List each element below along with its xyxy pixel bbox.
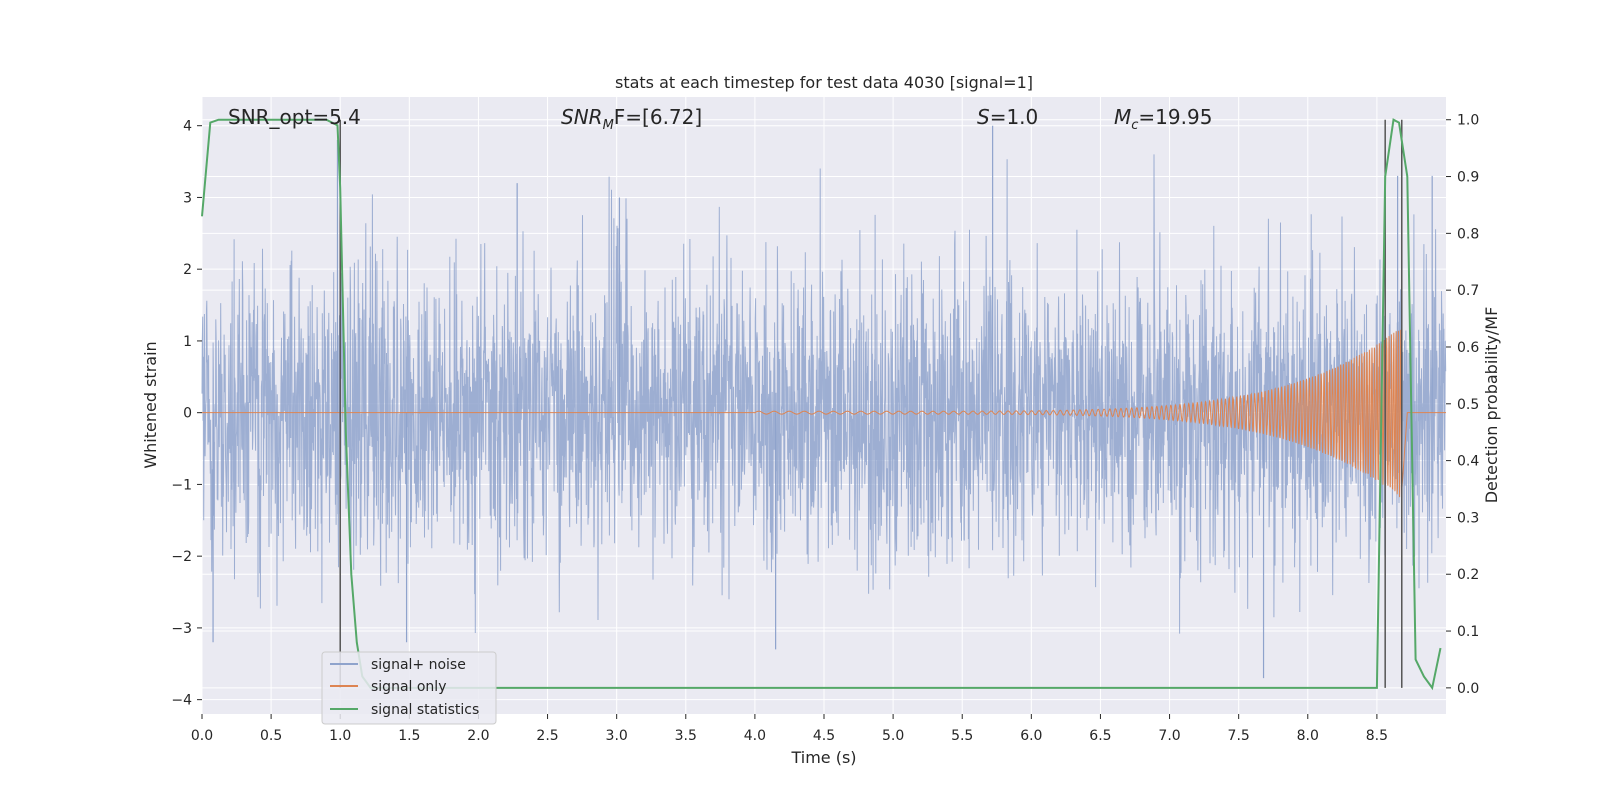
y2-tick-label: 0.0 bbox=[1457, 681, 1479, 697]
legend-label-signal-noise: signal+ noise bbox=[371, 657, 466, 673]
y2-tick-label: 1.0 bbox=[1457, 113, 1479, 129]
x-tick-label: 8.0 bbox=[1297, 728, 1319, 744]
chirp-trace bbox=[202, 329, 1446, 498]
x-tick-label: 7.0 bbox=[1158, 728, 1180, 744]
signal-plus-noise-series bbox=[201, 125, 1447, 679]
noise-trace bbox=[201, 154, 1447, 634]
x-tick-label: 4.0 bbox=[744, 728, 766, 744]
x-tick-label: 2.0 bbox=[467, 728, 489, 744]
y-tick-label: 1 bbox=[183, 334, 192, 350]
x-tick-label: 2.5 bbox=[536, 728, 558, 744]
y-tick-label: −2 bbox=[171, 549, 192, 565]
annotation-s: S=1.0 bbox=[977, 105, 1038, 129]
x-tick-label: 6.0 bbox=[1020, 728, 1042, 744]
annotation-mc: Mc=19.95 bbox=[1114, 105, 1212, 133]
y2-tick-label: 0.2 bbox=[1457, 567, 1479, 583]
x-tick-label: 7.5 bbox=[1228, 728, 1250, 744]
x-tick-label: 5.5 bbox=[951, 728, 973, 744]
y-tick-label: 0 bbox=[183, 406, 192, 422]
y-tick-label: −3 bbox=[171, 621, 192, 637]
legend: signal+ noise signal only signal statist… bbox=[321, 651, 497, 725]
x-tick-label: 3.5 bbox=[675, 728, 697, 744]
y-tick-label: −1 bbox=[171, 477, 192, 493]
y2-axis-ticks: 1.0 0.9 0.8 0.7 0.6 0.5 0.4 0.3 0.2 0.1 0.0 bbox=[1446, 113, 1479, 697]
x-tick-label: 3.0 bbox=[606, 728, 628, 744]
y2-tick-label: 0.4 bbox=[1457, 454, 1479, 470]
y2-tick-label: 0.9 bbox=[1457, 170, 1479, 186]
x-tick-label: 6.5 bbox=[1089, 728, 1111, 744]
y-tick-label: 2 bbox=[183, 262, 192, 278]
x-tick-label: 1.5 bbox=[398, 728, 420, 744]
legend-box bbox=[321, 651, 497, 725]
annotation-snr-mf: SNRMF=[6.72] bbox=[561, 105, 702, 133]
y-axis-label: Whitened strain bbox=[141, 341, 160, 468]
x-axis-label: Time (s) bbox=[790, 748, 856, 767]
signal-only-series bbox=[202, 329, 1446, 498]
y-tick-label: −4 bbox=[171, 693, 192, 709]
x-tick-label: 4.5 bbox=[813, 728, 835, 744]
y-axis-ticks: 4 3 2 1 0 −1 −2 −3 −4 bbox=[171, 119, 202, 709]
y2-tick-label: 0.8 bbox=[1457, 226, 1479, 242]
x-tick-label: 0.0 bbox=[191, 728, 213, 744]
annotation-snr-opt: SNR_opt=5.4 bbox=[228, 105, 361, 129]
y2-tick-label: 0.1 bbox=[1457, 624, 1479, 640]
y-tick-label: 4 bbox=[183, 119, 192, 135]
y2-tick-label: 0.6 bbox=[1457, 340, 1479, 356]
x-tick-label: 5.0 bbox=[882, 728, 904, 744]
y2-axis-label: Detection probability/MF bbox=[1482, 307, 1501, 504]
y2-tick-label: 0.3 bbox=[1457, 510, 1479, 526]
legend-label-signal-statistics: signal statistics bbox=[371, 702, 479, 718]
x-tick-label: 8.5 bbox=[1366, 728, 1388, 744]
x-tick-label: 1.0 bbox=[329, 728, 351, 744]
chart-title: stats at each timestep for test data 403… bbox=[615, 73, 1033, 92]
x-axis-ticks: 0.0 0.5 1.0 1.5 2.0 2.5 3.0 3.5 4.0 4.5 5.0 5.5 6.0 6… bbox=[191, 714, 1388, 744]
y2-tick-label: 0.7 bbox=[1457, 283, 1479, 299]
legend-label-signal-only: signal only bbox=[371, 679, 446, 695]
y-tick-label: 3 bbox=[183, 190, 192, 206]
x-tick-label: 0.5 bbox=[260, 728, 282, 744]
y2-tick-label: 0.5 bbox=[1457, 397, 1479, 413]
